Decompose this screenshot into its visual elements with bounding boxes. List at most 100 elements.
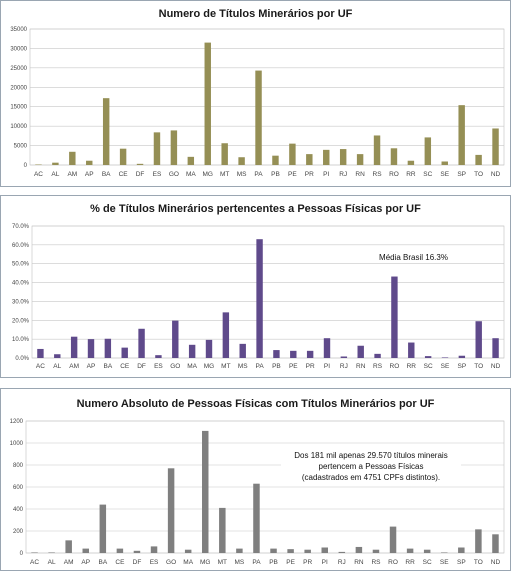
y-tick-label: 70.0% [12,224,30,230]
x-tick-label: PB [272,363,281,370]
bar [87,339,95,358]
x-tick-label: PA [255,363,264,370]
chart-svg: 0 200 400 600 800 1000 1200 AC AL AM AP BA CE DF ES GO M… [10,419,505,566]
bar [70,336,78,358]
bar [121,347,128,358]
x-tick-label: MG [200,559,210,566]
bar [424,356,432,358]
x-tick-label: GO [169,171,179,178]
x-tick-label: SP [457,559,466,566]
bar [219,507,226,553]
y-tick-label: 600 [13,485,24,491]
x-tick-label: AM [67,171,77,178]
x-tick-label: PA [252,559,261,566]
x-tick-label: RN [356,363,366,370]
chart-svg: 0 5000 10000 15000 20000 25000 30000 35000 AC AL A… [10,27,505,178]
plot-area [29,28,505,166]
bar [492,534,499,553]
y-tick-label: 10000 [10,124,27,130]
bar [374,353,381,358]
x-tick-label: BA [102,171,111,178]
x-tick-label: SC [423,559,432,566]
bar [356,154,364,165]
bar [407,160,415,165]
x-tick-label: MT [221,363,230,370]
x-tick-label: PE [289,363,298,370]
y-tick-label: 10.0% [12,337,30,343]
bar [54,354,61,358]
bar [222,312,230,358]
y-tick-label: 400 [13,507,24,513]
note-line: (cadastrados em 4751 CPFs distintos). [301,473,441,482]
y-tick-label: 30.0% [12,299,30,305]
x-tick-label: SC [423,171,432,178]
bar [270,548,277,553]
y-tick-label: 30000 [10,46,27,52]
bar [204,42,211,165]
bar [458,547,465,553]
x-tick-label: CE [115,559,125,566]
x-tick-label: RR [407,363,417,370]
bar [202,430,209,553]
bar [323,338,331,358]
y-tick-label: 200 [13,529,24,535]
bar [273,350,280,358]
x-tick-label: MS [235,559,245,566]
bar [475,154,482,165]
bar [441,357,449,358]
bar [289,143,296,165]
bar [48,552,55,553]
bar [389,526,397,553]
bar [372,549,380,553]
bar [256,239,263,358]
bar [406,548,414,553]
y-tick-label: 20.0% [12,318,30,324]
x-tick-label: MA [187,363,197,370]
chart-title: Numero Absoluto de Pessoas Físicas com T… [76,398,435,410]
bar [236,548,243,553]
x-tick-label: MT [220,171,229,178]
y-tick-label: 25000 [10,66,27,72]
x-tick-label: SP [458,363,467,370]
x-tick-label: MS [238,363,248,370]
bar [187,156,195,165]
bar [150,546,158,553]
x-tick-label: PI [323,171,329,178]
x-tick-label: GO [166,559,176,566]
y-tick-label: 1000 [10,441,24,447]
bar [306,350,314,358]
note-line: pertencem a Pessoas Físicas [318,462,424,471]
bar [188,344,196,358]
bar [492,128,499,165]
plot-area [31,225,505,359]
x-tick-label: AL [51,171,59,178]
bar [441,552,448,553]
x-tick-label: RS [373,171,383,178]
bar [357,345,364,358]
bar [172,320,179,358]
bar [441,161,448,165]
bar [167,468,175,553]
bar [323,149,330,165]
x-tick-label: MG [203,171,213,178]
bar [272,155,279,165]
bar [86,160,93,165]
bar [390,148,398,165]
x-tick-label: ND [491,363,501,370]
bar [35,164,42,165]
x-tick-label: RJ [340,363,348,370]
y-tick-label: 0 [24,163,28,169]
chart-title: Numero de Títulos Minerários por UF [158,8,353,20]
x-tick-label: RO [388,559,398,566]
bar [133,550,141,553]
bar [338,551,346,553]
x-tick-label: CE [120,363,130,370]
y-tick-label: 0.0% [15,356,29,362]
x-tick-label: PB [271,171,280,178]
bar [492,338,499,358]
x-tick-label: PI [322,559,328,566]
bar [102,98,110,165]
bar [290,350,297,358]
bar [37,348,44,358]
x-tick-label: SP [457,171,466,178]
